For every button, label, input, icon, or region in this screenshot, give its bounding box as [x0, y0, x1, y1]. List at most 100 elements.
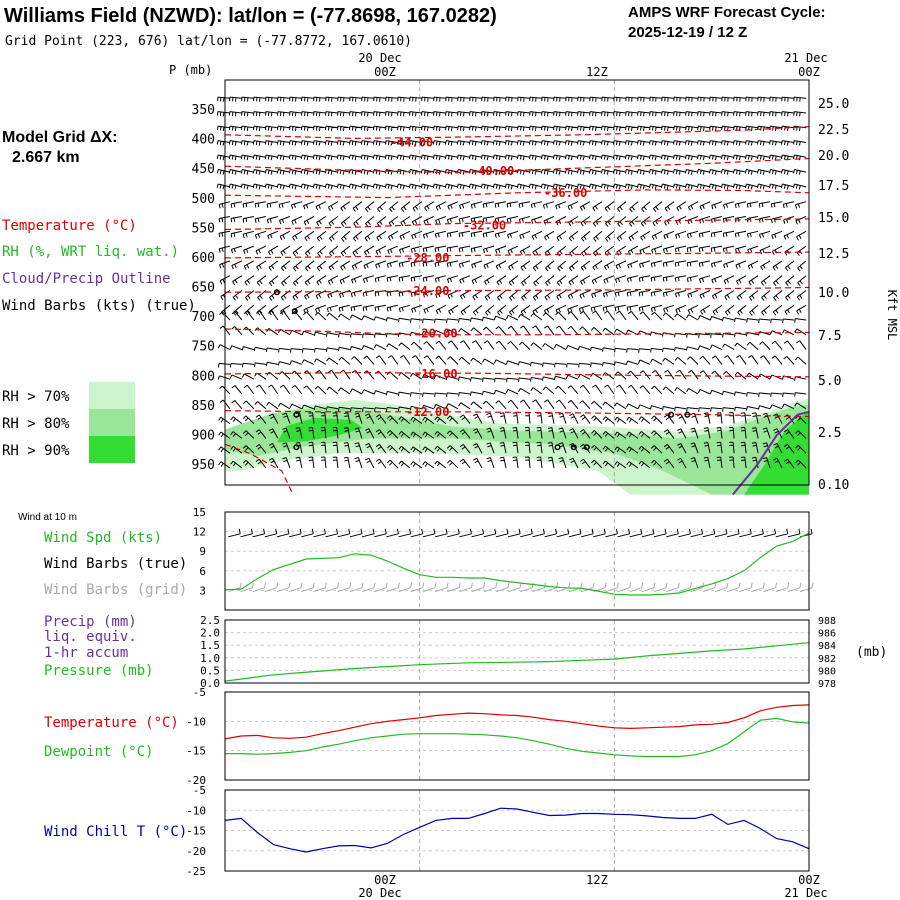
wind-barb: [564, 154, 579, 161]
pressure-tick-label: 750: [192, 340, 215, 355]
wind-barb: [421, 330, 435, 336]
wind-barb: [516, 183, 531, 190]
wind-barb: [411, 230, 423, 240]
wind-barb: [783, 340, 795, 350]
wind-barb: [422, 461, 435, 469]
height-tick-label: 17.5: [818, 179, 849, 194]
wind-speed-tick-label: 9: [199, 545, 206, 558]
wind-barb: [639, 245, 651, 255]
wind-barb: [698, 407, 711, 412]
wind-barb: [735, 245, 747, 254]
wind-barb: [663, 429, 675, 439]
wind-barb: [276, 169, 291, 175]
wind-barb: [565, 140, 579, 146]
wind-barb: [282, 412, 291, 424]
wind-barb: [397, 96, 410, 102]
dewpoint-line: [225, 717, 810, 758]
wind-barb: [703, 456, 711, 469]
wind-barb: [492, 154, 507, 161]
wind-barb: [653, 201, 663, 213]
wind-barb: [536, 426, 543, 439]
pressure-tick-label: 400: [192, 133, 215, 148]
wind-barb-true: [641, 528, 655, 538]
wind-barb: [480, 140, 495, 146]
wind-barb: [577, 96, 591, 102]
pressure-tick-label: 800: [192, 369, 215, 384]
wind-barb: [242, 230, 255, 239]
wind-barb: [542, 201, 555, 209]
wind-barb: [343, 456, 351, 469]
wind-barb: [600, 169, 615, 175]
wind-barb: [365, 216, 375, 228]
wind-barb: [301, 330, 315, 336]
wind-barb: [757, 111, 771, 117]
wind-barb: [316, 260, 327, 272]
wind-barb: [230, 416, 243, 424]
wind-barb: [566, 363, 579, 368]
wind-barb: [602, 362, 615, 367]
wind-barb: [268, 428, 279, 439]
wind-barb: [593, 245, 603, 257]
wind-barb: [796, 290, 807, 301]
wind-barb: [794, 318, 807, 323]
wind-barb: [687, 201, 699, 211]
wind-barb: [243, 326, 255, 336]
wind-barb: [796, 230, 807, 241]
wind-barb: [348, 183, 363, 190]
isotherm-label: -28.00: [406, 251, 449, 265]
wind-barb: [796, 245, 807, 256]
wind-barb: [558, 457, 567, 469]
wind-barb-grid: [702, 582, 717, 593]
wind-barb: [636, 154, 651, 161]
wind-barb: [340, 369, 351, 380]
wind-barb: [384, 154, 398, 161]
wind-barb: [293, 275, 303, 287]
wind-barb: [602, 460, 615, 469]
wind-barb: [243, 260, 255, 270]
wind-barb: [304, 230, 315, 242]
wind-barb: [486, 412, 495, 424]
wind-barb: [720, 169, 735, 175]
wind-barb: [328, 216, 339, 227]
wind-barb: [276, 125, 290, 131]
wind-barb: [303, 311, 315, 321]
wind-barb: [268, 413, 279, 424]
wind-barb: [410, 245, 423, 253]
wind-barb: [506, 201, 519, 208]
wind-barb: [529, 125, 543, 131]
wind-barb: [343, 412, 351, 424]
wind-barb: [649, 405, 663, 410]
wind-barb: [325, 406, 338, 411]
wind-barb: [281, 275, 291, 287]
wind-barb: [737, 304, 747, 316]
wind-barb: [422, 392, 434, 398]
wind-barb: [746, 406, 759, 411]
wind-barb: [230, 230, 243, 238]
wind-barb: [589, 111, 603, 117]
wind-barb-true: [374, 528, 387, 538]
wind-barb: [624, 169, 639, 175]
wind-barb: [699, 201, 711, 211]
wind-barb: [421, 96, 434, 102]
wind-barb-true: [361, 528, 375, 538]
wind-barb: [734, 342, 747, 351]
wind-barb: [565, 344, 579, 351]
wind-barb: [697, 345, 711, 351]
wind-barb: [564, 169, 579, 175]
wind-barb: [492, 183, 507, 190]
wind-barb: [458, 392, 471, 397]
wind-barb: [505, 125, 519, 131]
wind-barb: [663, 304, 675, 313]
wind-barb: [349, 111, 362, 117]
wind-barb: [276, 140, 290, 146]
wind-barb: [698, 245, 711, 252]
wind-barb: [625, 403, 639, 410]
wind-barb: [651, 385, 663, 395]
wind-barb: [530, 387, 543, 395]
wind-barb: [674, 260, 687, 267]
wind-barb: [445, 125, 459, 131]
wind-barb: [480, 154, 495, 161]
wind-barb: [723, 201, 735, 209]
